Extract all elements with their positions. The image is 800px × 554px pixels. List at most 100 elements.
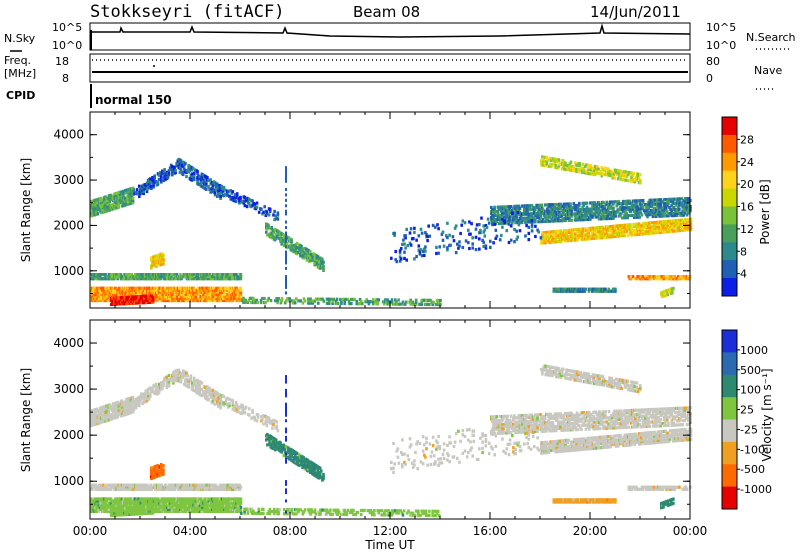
heatmap-cell — [585, 209, 589, 213]
heatmap-cell — [645, 229, 649, 234]
heatmap-cell — [435, 245, 438, 249]
heatmap-cell — [446, 221, 449, 225]
heatmap-cell — [194, 275, 198, 279]
heatmap-cell — [228, 275, 232, 279]
heatmap-cell — [629, 205, 633, 209]
heatmap-cell — [534, 234, 537, 239]
heatmap-cell — [171, 296, 174, 301]
heatmap-cell — [235, 192, 239, 196]
heatmap-cell — [565, 214, 569, 218]
heatmap-cell — [540, 209, 544, 213]
heatmap-cell — [117, 195, 121, 199]
heatmap-cell — [134, 406, 138, 410]
heatmap-cell — [681, 220, 685, 224]
heatmap-cell — [645, 207, 648, 211]
heatmap-cell — [680, 201, 683, 205]
heatmap-cell — [682, 213, 686, 217]
heatmap-cell — [676, 225, 679, 229]
heatmap-cell — [409, 227, 413, 231]
heatmap-cell — [133, 295, 136, 299]
heatmap-cell — [487, 221, 491, 225]
heatmap-cell — [317, 301, 320, 305]
heatmap-cell — [169, 286, 172, 290]
heatmap-cell — [492, 216, 495, 220]
heatmap-cell — [555, 157, 558, 162]
heatmap-cell — [163, 288, 167, 292]
heatmap-cell — [595, 209, 599, 213]
heatmap-cell — [399, 247, 403, 251]
heatmap-cell — [597, 236, 600, 240]
heatmap-cell — [205, 286, 209, 290]
heatmap-cell — [285, 179, 287, 183]
heatmap-cell — [619, 206, 623, 210]
heatmap-cell — [205, 181, 208, 185]
heatmap-cell — [671, 214, 675, 218]
heatmap-cell — [501, 225, 504, 229]
heatmap-cell — [127, 194, 130, 198]
heatmap-cell — [160, 275, 163, 279]
heatmap-cell — [574, 161, 577, 165]
heatmap-cell — [219, 188, 222, 192]
heatmap-cell — [659, 206, 662, 210]
heatmap-cell — [390, 256, 393, 260]
heatmap-cell — [497, 215, 501, 220]
heatmap-cell — [314, 297, 318, 301]
heatmap-cell — [171, 290, 174, 294]
heatmap-cell — [107, 202, 111, 206]
freq-label: Freq. — [4, 54, 31, 67]
freq-outlier — [153, 65, 155, 67]
heatmap-cell — [409, 243, 413, 247]
heatmap-cell — [591, 213, 594, 217]
heatmap-cell — [609, 206, 613, 210]
heatmap-cell — [534, 220, 537, 224]
heatmap-cell — [215, 290, 218, 294]
heatmap-cell — [102, 294, 105, 298]
heatmap-cell — [653, 221, 656, 225]
heatmap-cell — [652, 212, 656, 216]
heatmap-cell — [189, 294, 192, 298]
heatmap-cell — [498, 238, 502, 242]
heatmap-cell — [109, 195, 113, 199]
heatmap-cell — [438, 300, 441, 305]
heatmap-cell — [549, 209, 552, 213]
heatmap-cell — [600, 217, 603, 221]
heatmap-cell — [106, 290, 110, 294]
heatmap-cell — [99, 196, 103, 200]
heatmap-cell — [417, 234, 421, 238]
heatmap-cell — [575, 216, 579, 220]
heatmap-cell — [179, 159, 183, 163]
heatmap-cell — [543, 203, 547, 207]
heatmap-cell — [104, 292, 107, 296]
heatmap-cell — [137, 273, 140, 277]
heatmap-cell — [547, 164, 551, 168]
heatmap-cell — [174, 277, 178, 281]
heatmap-cell — [627, 213, 631, 218]
heatmap-cell — [578, 162, 582, 166]
heatmap-cell — [99, 207, 103, 211]
heatmap-cell — [282, 233, 286, 237]
heatmap-cell — [157, 177, 161, 181]
heatmap-cell — [167, 169, 171, 173]
heatmap-cell — [601, 225, 605, 229]
heatmap-cell — [649, 198, 653, 202]
heatmap-cell — [263, 205, 266, 209]
heatmap-cell — [536, 203, 539, 207]
heatmap-cell — [303, 299, 307, 303]
heatmap-cell — [254, 300, 257, 305]
heatmap-cell — [95, 296, 99, 301]
heatmap-cell — [104, 273, 107, 277]
heatmap-cell — [562, 159, 565, 163]
heatmap-cell — [415, 238, 418, 242]
heatmap-cell — [307, 253, 311, 257]
heatmap-cell — [589, 211, 592, 215]
heatmap-cell — [549, 165, 553, 169]
heatmap-cell — [549, 234, 553, 238]
heatmap-cell — [514, 217, 517, 221]
heatmap-cell — [301, 247, 304, 251]
heatmap-cell — [543, 215, 547, 219]
heatmap-cell — [534, 224, 537, 228]
heatmap-cell — [334, 299, 338, 303]
heatmap-cell — [597, 209, 601, 213]
heatmap-cell — [631, 207, 635, 211]
